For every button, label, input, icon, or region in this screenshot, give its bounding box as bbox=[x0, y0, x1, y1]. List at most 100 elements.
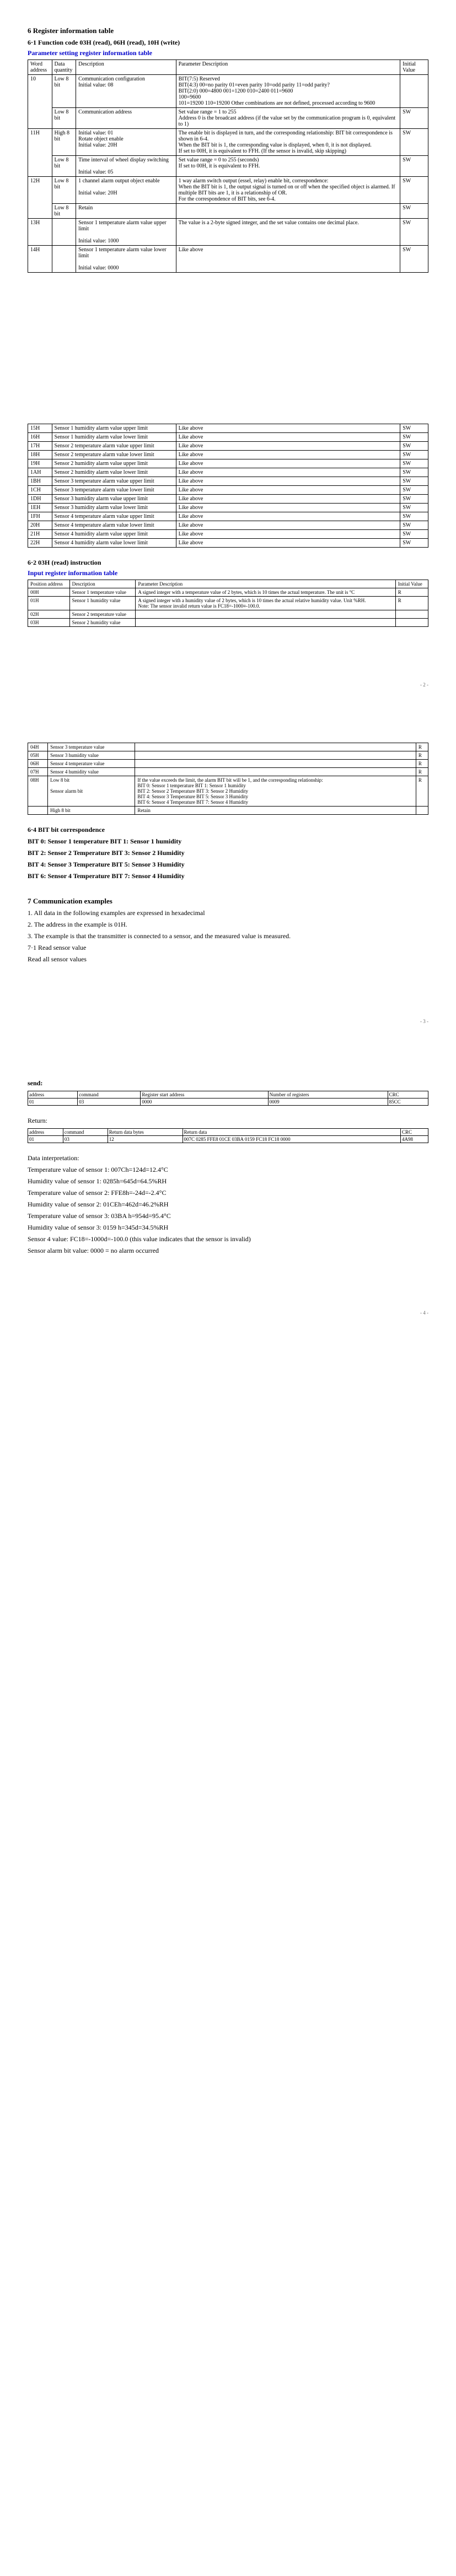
text-line: 1. All data in the following examples ar… bbox=[28, 909, 428, 917]
table-row: Low 8 bitTime interval of wheel display … bbox=[28, 156, 428, 177]
cell: Sensor 2 humidity alarm value upper limi… bbox=[52, 459, 176, 468]
cell: Sensor 2 humidity value bbox=[69, 619, 136, 627]
cell: 007C 0285 FFE8 01CE 03BA 0159 FC18 FC18 … bbox=[183, 1136, 401, 1143]
cell bbox=[135, 751, 416, 760]
cell: 22H bbox=[28, 539, 52, 548]
table-row: 12HLow 8 bit1 channel alarm output objec… bbox=[28, 177, 428, 204]
cell: Sensor 1 temperature alarm value lower l… bbox=[76, 246, 176, 273]
cell: Like above bbox=[176, 433, 400, 442]
cell: Like above bbox=[176, 530, 400, 539]
cell: R bbox=[416, 776, 428, 807]
cell: 04H bbox=[28, 743, 48, 751]
data-interp-line: Humidity value of sensor 2: 01CEh=462d=4… bbox=[28, 1200, 428, 1209]
data-interp-line: Humidity value of sensor 1: 0285h=645d=6… bbox=[28, 1177, 428, 1186]
table-row: 16HSensor 1 humidity alarm value lower l… bbox=[28, 433, 428, 442]
cell: SW bbox=[400, 451, 428, 459]
table-row: 1DHSensor 3 humidity alarm value upper l… bbox=[28, 495, 428, 504]
table-row: 07HSensor 4 humidity valueR bbox=[28, 768, 428, 776]
table-row: 18HSensor 2 temperature alarm value lowe… bbox=[28, 451, 428, 459]
cell: 19H bbox=[28, 459, 52, 468]
cell: Like above bbox=[176, 539, 400, 548]
cell: Sensor 3 temperature value bbox=[48, 743, 135, 751]
cell: SW bbox=[400, 486, 428, 495]
cell: Sensor 3 humidity alarm value lower limi… bbox=[52, 504, 176, 512]
cell bbox=[395, 619, 428, 627]
table-row: 06HSensor 4 temperature valueR bbox=[28, 760, 428, 768]
return-label: Return: bbox=[28, 1117, 428, 1125]
send-table: addresscommandRegister start addressNumb… bbox=[28, 1091, 428, 1106]
cell: R bbox=[416, 768, 428, 776]
cell: 03 bbox=[78, 1098, 141, 1106]
page-num-3: - 3 - bbox=[28, 1019, 428, 1024]
cell bbox=[135, 760, 416, 768]
cell: Like above bbox=[176, 424, 400, 433]
cell: SW bbox=[400, 521, 428, 530]
cell: SW bbox=[400, 539, 428, 548]
cell: SW bbox=[400, 204, 428, 219]
table-row: 10Low 8 bitCommunication configuration I… bbox=[28, 75, 428, 108]
cell: 10 bbox=[28, 75, 52, 129]
text-line: 2. The address in the example is 01H. bbox=[28, 921, 428, 929]
cell: SW bbox=[400, 468, 428, 477]
input-table-1: Position addressDescriptionParameter Des… bbox=[28, 580, 428, 627]
table-row: 03HSensor 2 humidity value bbox=[28, 619, 428, 627]
text-line: 7·1 Read sensor value bbox=[28, 944, 428, 952]
cell: Low 8 bit bbox=[52, 177, 76, 204]
cell: The value is a 2-byte signed integer, an… bbox=[176, 219, 400, 246]
cell bbox=[136, 619, 395, 627]
cell: SW bbox=[400, 477, 428, 486]
cell: 02H bbox=[28, 610, 70, 619]
cell: 13H bbox=[28, 219, 52, 246]
cell: Set value range = 1 to 255 Address 0 is … bbox=[176, 108, 400, 129]
cell: 17H bbox=[28, 442, 52, 451]
cell: 21H bbox=[28, 530, 52, 539]
cell: The enable bit is displayed in turn, and… bbox=[176, 129, 400, 156]
cell: Like above bbox=[176, 442, 400, 451]
cell: Initial value: 01 Rotate object enable I… bbox=[76, 129, 176, 156]
cell: 0009 bbox=[268, 1098, 388, 1106]
cell: SW bbox=[400, 156, 428, 177]
table-row: 17HSensor 2 temperature alarm value uppe… bbox=[28, 442, 428, 451]
cell: Like above bbox=[176, 486, 400, 495]
cell: Like above bbox=[176, 246, 400, 273]
data-interp-line: Sensor 4 value: FC18=-1000d=-100.0 (this… bbox=[28, 1235, 428, 1243]
cell: 11H bbox=[28, 129, 52, 177]
cell: R bbox=[416, 760, 428, 768]
cell: Sensor 3 humidity alarm value upper limi… bbox=[52, 495, 176, 504]
cell: 01H bbox=[28, 597, 70, 610]
table-row: 19HSensor 2 humidity alarm value upper l… bbox=[28, 459, 428, 468]
cell: CRC bbox=[388, 1091, 428, 1098]
table-row: 1AHSensor 2 humidity alarm value lower l… bbox=[28, 468, 428, 477]
cell: Sensor 1 humidity value bbox=[69, 597, 136, 610]
table-row: 22HSensor 4 humidity alarm value lower l… bbox=[28, 539, 428, 548]
page-num-2: - 2 - bbox=[28, 682, 428, 688]
cell: Like above bbox=[176, 477, 400, 486]
cell: Parameter Description bbox=[176, 60, 400, 75]
input-table-2: 04HSensor 3 temperature valueR05HSensor … bbox=[28, 743, 428, 815]
section-6-4-title: 6·4 BIT bit correspondence bbox=[28, 826, 428, 834]
table-row: 14HSensor 1 temperature alarm value lowe… bbox=[28, 246, 428, 273]
cell: 4A98 bbox=[401, 1136, 428, 1143]
cell: 1FH bbox=[28, 512, 52, 521]
table-row: 21HSensor 4 humidity alarm value upper l… bbox=[28, 530, 428, 539]
cell: SW bbox=[400, 219, 428, 246]
cell: Sensor 1 humidity alarm value upper limi… bbox=[52, 424, 176, 433]
cell: Sensor 4 humidity alarm value lower limi… bbox=[52, 539, 176, 548]
data-interp-title: Data interpretation: bbox=[28, 1154, 428, 1162]
cell: If the value exceeds the limit, the alar… bbox=[135, 776, 416, 807]
table-row: 1CHSensor 3 temperature alarm value lowe… bbox=[28, 486, 428, 495]
table-row: 01HSensor 1 humidity valueA signed integ… bbox=[28, 597, 428, 610]
cell: SW bbox=[400, 504, 428, 512]
cell bbox=[136, 610, 395, 619]
cell: R bbox=[416, 743, 428, 751]
cell: Sensor 1 humidity alarm value lower limi… bbox=[52, 433, 176, 442]
table-row: 1EHSensor 3 humidity alarm value lower l… bbox=[28, 504, 428, 512]
data-interp-line: Temperature value of sensor 2: FFE8h=-24… bbox=[28, 1189, 428, 1197]
cell: SW bbox=[400, 442, 428, 451]
cell bbox=[176, 204, 400, 219]
cell: R bbox=[416, 751, 428, 760]
cell: Position address bbox=[28, 580, 70, 588]
cell: Like above bbox=[176, 495, 400, 504]
table-row: Low 8 bitCommunication addressSet value … bbox=[28, 108, 428, 129]
table-row: High 8 bitRetain bbox=[28, 807, 428, 815]
